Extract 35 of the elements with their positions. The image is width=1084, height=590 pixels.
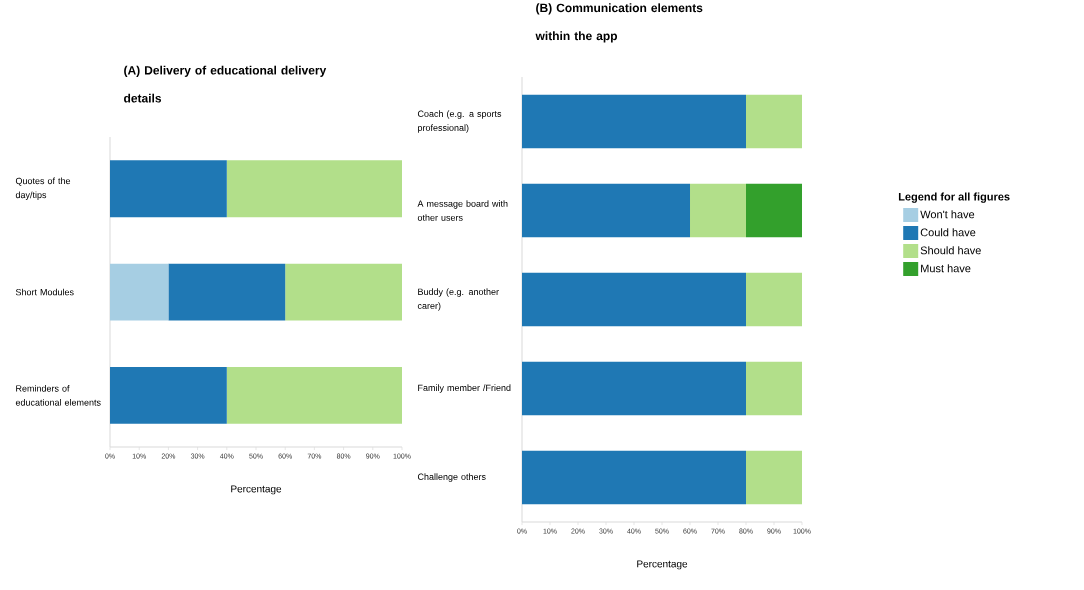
bar: [746, 450, 802, 505]
bar: [522, 361, 746, 416]
bar: [746, 361, 802, 416]
bar: [168, 263, 286, 321]
legend-title: Legend for all figures: [898, 192, 1010, 203]
bar: [746, 183, 802, 238]
legend-label: Must have: [921, 264, 971, 273]
y-tick-label: Short Modules: [15, 288, 74, 296]
bar: [285, 263, 402, 321]
bar: [522, 450, 746, 505]
legend-label: Should have: [920, 246, 981, 255]
bar: [226, 160, 402, 218]
bar: [746, 94, 802, 149]
legend-label: Won't have: [920, 210, 975, 219]
y-tick-label: Challenge others: [417, 473, 486, 482]
bar: [110, 160, 227, 218]
bar: [110, 366, 227, 424]
y-tick-label: Quotes of the day/tips: [15, 177, 71, 200]
bar: [522, 183, 691, 238]
y-tick-label: Buddy (e.g. another carer): [417, 288, 499, 311]
y-tick-label: Family member /Friend: [418, 384, 511, 393]
bar: [522, 272, 746, 327]
legend-label: Could have: [920, 228, 976, 237]
y-tick-label: Reminders of educational elements: [15, 385, 101, 406]
x-axis-title: Percentage: [231, 485, 282, 495]
y-tick-label: A message board with other users: [417, 200, 508, 221]
bar: [522, 94, 746, 149]
bar: [690, 183, 746, 238]
x-axis-title: Percentage: [637, 560, 688, 570]
chart-title: (A) Delivery of educational delivery details: [124, 65, 327, 103]
chart-title: (B) Communication elements within the app: [535, 3, 703, 43]
bar: [746, 272, 802, 327]
bar: [110, 263, 169, 321]
bar: [226, 366, 402, 424]
y-tick-label: Coach (e.g. a sports professional): [417, 110, 502, 133]
